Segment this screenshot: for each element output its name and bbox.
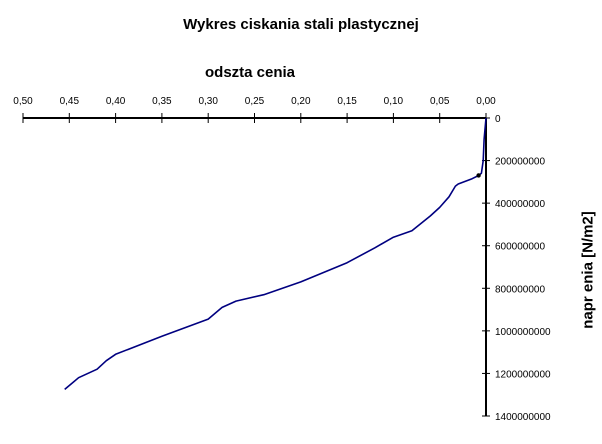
x-tick-label: 0,15 xyxy=(337,96,357,107)
x-tick-label: 0,00 xyxy=(476,96,496,107)
x-tick-label: 0,40 xyxy=(106,96,126,107)
y-tick-label: 200000000 xyxy=(495,157,545,168)
y-tick-label: 0 xyxy=(495,114,501,125)
x-tick-label: 0,20 xyxy=(291,96,311,107)
x-tick-label: 0,45 xyxy=(60,96,80,107)
y-tick-label: 600000000 xyxy=(495,242,545,253)
y-tick-label: 1000000000 xyxy=(495,327,551,338)
data-point-marker xyxy=(476,173,481,178)
x-tick-label: 0,30 xyxy=(198,96,218,107)
y-tick-label: 1200000000 xyxy=(495,369,551,380)
x-tick-label: 0,50 xyxy=(13,96,33,107)
x-tick-label: 0,10 xyxy=(384,96,404,107)
y-tick-label: 800000000 xyxy=(495,284,545,295)
chart-title: Wykres ciskania stali plastycznej xyxy=(183,16,419,33)
x-tick-label: 0,05 xyxy=(430,96,450,107)
series-line xyxy=(64,117,487,391)
y-tick-label: 400000000 xyxy=(495,199,545,210)
x-axis-title: odszta cenia xyxy=(205,64,296,81)
x-tick-label: 0,35 xyxy=(152,96,172,107)
y-tick-label: 1400000000 xyxy=(495,412,551,423)
x-tick-label: 0,25 xyxy=(245,96,265,107)
